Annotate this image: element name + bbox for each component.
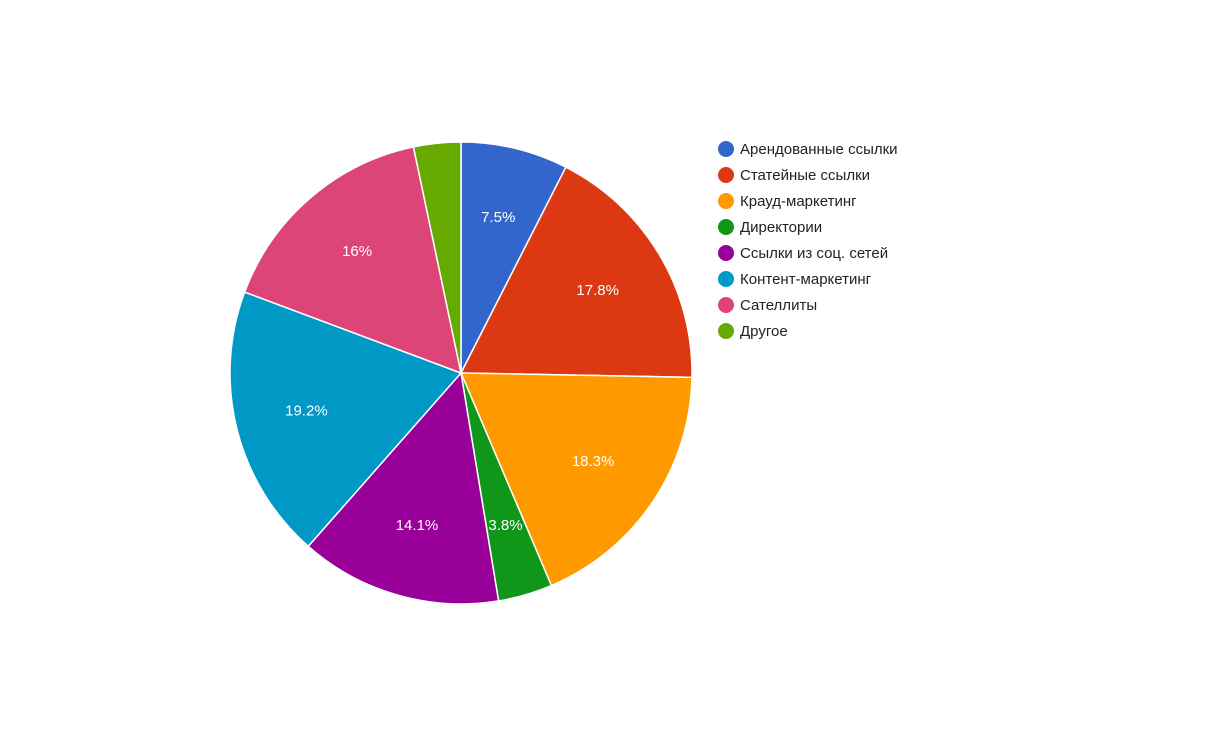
slice-label-1: 7.5%	[481, 209, 515, 226]
legend-label-2: Статейные ссылки	[740, 167, 870, 184]
legend-swatch-6	[718, 271, 734, 287]
legend-item-3[interactable]: Крауд-маркетинг	[718, 193, 857, 210]
pie-slice-2[interactable]	[459, 166, 693, 379]
pie-slices	[229, 141, 693, 605]
pie-slice-5[interactable]	[307, 371, 500, 605]
legend-item-7[interactable]: Сателлиты	[718, 297, 817, 314]
legend-label-3: Крауд-маркетинг	[740, 193, 857, 210]
legend-label-5: Ссылки из соц. сетей	[740, 245, 888, 262]
legend: Арендованные ссылки Статейные ссылки Крауд…	[718, 141, 898, 340]
legend-item-5[interactable]: Ссылки из соц. сетей	[718, 245, 888, 262]
legend-swatch-7	[718, 297, 734, 313]
legend-swatch-1	[718, 141, 734, 157]
legend-label-8: Другое	[740, 323, 788, 340]
slice-label-7: 16%	[342, 243, 372, 260]
legend-swatch-8	[718, 323, 734, 339]
pie-slice-labels: 7.5% 17.8% 18.3% 3.8% 14.1% 19.2% 16%	[285, 209, 619, 534]
legend-swatch-2	[718, 167, 734, 183]
pie-slice-8[interactable]	[412, 141, 462, 374]
legend-swatch-3	[718, 193, 734, 209]
legend-label-4: Директории	[740, 219, 822, 236]
slice-label-4: 3.8%	[488, 517, 522, 534]
pie-slice-1[interactable]	[460, 141, 567, 374]
legend-item-6[interactable]: Контент-маркетинг	[718, 271, 872, 288]
legend-item-2[interactable]: Статейные ссылки	[718, 167, 870, 184]
legend-item-4[interactable]: Директории	[718, 219, 822, 236]
pie-slice-7[interactable]	[243, 146, 463, 375]
legend-label-7: Сателлиты	[740, 297, 817, 314]
slice-label-6: 19.2%	[285, 403, 328, 420]
legend-label-1: Арендованные ссылки	[740, 141, 898, 158]
slice-label-5: 14.1%	[396, 517, 439, 534]
legend-swatch-4	[718, 219, 734, 235]
legend-label-6: Контент-маркетинг	[740, 271, 872, 288]
pie-slice-6[interactable]	[229, 291, 463, 548]
legend-item-8[interactable]: Другое	[718, 323, 788, 340]
slice-label-3: 18.3%	[572, 453, 615, 470]
slice-label-2: 17.8%	[576, 282, 619, 299]
legend-swatch-5	[718, 245, 734, 261]
legend-item-1[interactable]: Арендованные ссылки	[718, 141, 898, 158]
pie-slice-3[interactable]	[459, 372, 693, 587]
